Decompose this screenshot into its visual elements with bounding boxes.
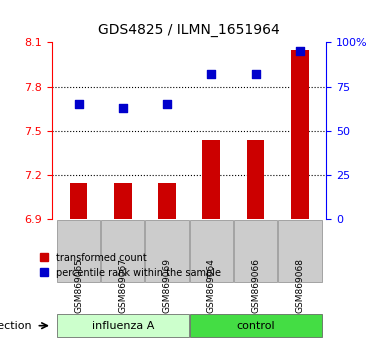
FancyBboxPatch shape	[234, 219, 278, 281]
FancyBboxPatch shape	[278, 219, 322, 281]
Point	[297, 48, 303, 54]
Bar	[70, 183, 87, 219]
FancyBboxPatch shape	[190, 219, 233, 281]
Bar	[114, 183, 132, 219]
Point	[164, 102, 170, 107]
FancyBboxPatch shape	[57, 314, 189, 337]
Point	[120, 105, 126, 111]
Text: GSM869068: GSM869068	[295, 258, 305, 313]
FancyBboxPatch shape	[190, 314, 322, 337]
Bar	[291, 50, 309, 219]
Text: GSM869067: GSM869067	[118, 258, 127, 313]
Text: GSM869064: GSM869064	[207, 258, 216, 313]
Text: GSM869069: GSM869069	[162, 258, 171, 313]
Bar	[158, 183, 176, 219]
Text: GSM869065: GSM869065	[74, 258, 83, 313]
FancyBboxPatch shape	[145, 219, 189, 281]
Bar	[203, 140, 220, 219]
Bar	[247, 140, 265, 219]
Text: influenza A: influenza A	[92, 321, 154, 331]
Text: control: control	[236, 321, 275, 331]
FancyBboxPatch shape	[101, 219, 144, 281]
Point	[209, 72, 214, 77]
Text: infection: infection	[0, 321, 32, 331]
Text: GSM869066: GSM869066	[251, 258, 260, 313]
FancyBboxPatch shape	[57, 219, 100, 281]
Point	[76, 102, 82, 107]
Legend: transformed count, percentile rank within the sample: transformed count, percentile rank withi…	[35, 249, 225, 282]
Point	[253, 72, 259, 77]
Title: GDS4825 / ILMN_1651964: GDS4825 / ILMN_1651964	[98, 23, 280, 37]
